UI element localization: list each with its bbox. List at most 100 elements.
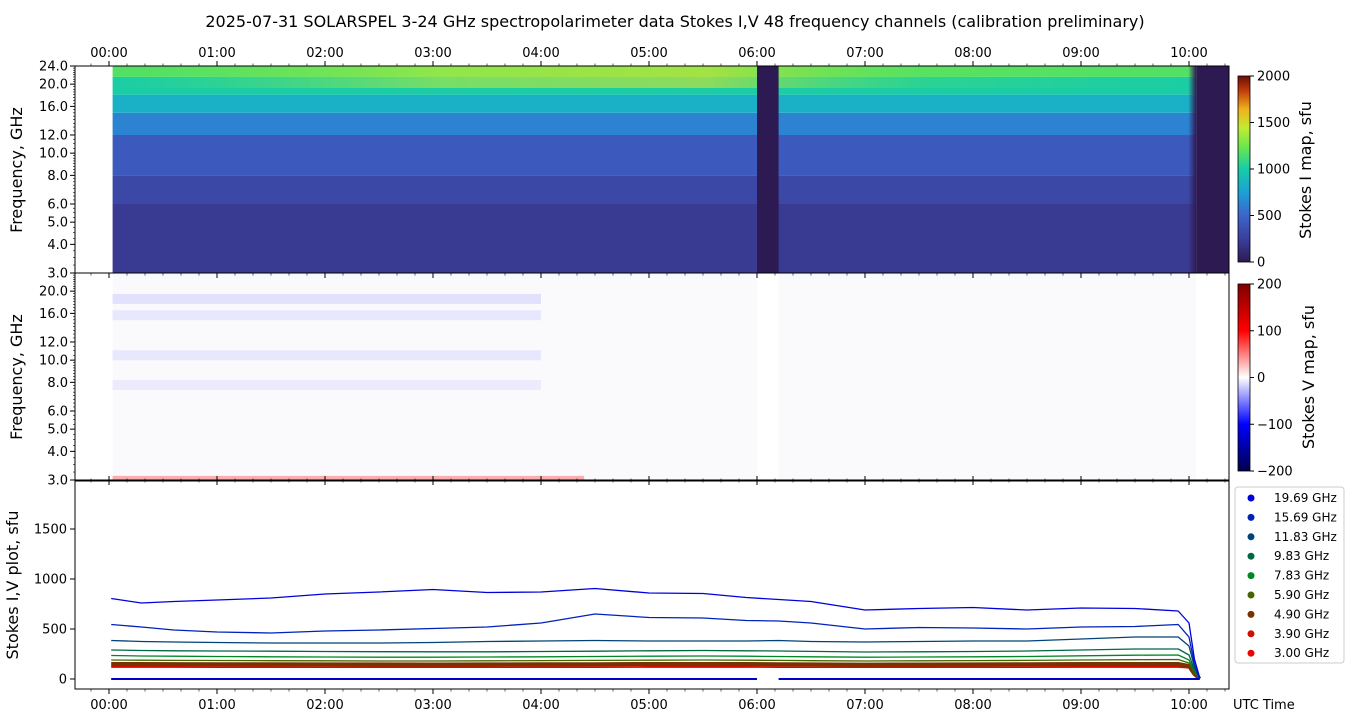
- colorbar-tick-label: 2000: [1257, 70, 1290, 85]
- stokes-i-frequency-axis: 3.0 4.0 5.0 6.0 8.0 10.0 12.0 16.0 20.0 24.0: [39, 60, 75, 282]
- chart-legend: 19.69 GHz 15.69 GHz 11.83 GHz 9.83 GHz 7.83 …: [1234, 486, 1345, 664]
- legend-marker: [1247, 552, 1255, 560]
- time-tick-label: 06:00: [738, 46, 775, 61]
- legend-label: 19.69 GHz: [1274, 491, 1337, 505]
- frequency-tick-label: 3.0: [47, 267, 68, 282]
- stokes-i-colorbar: 0 500 1000 1500 2000 Stokes I map, sfu: [1237, 70, 1315, 271]
- time-tick-label: 07:00: [846, 698, 883, 713]
- stokes-v-band-4: [112, 475, 585, 480]
- legend-marker: [1247, 630, 1255, 638]
- time-tick-label: 09:00: [1062, 698, 1099, 713]
- time-tick-label: 06:00: [738, 698, 775, 713]
- stokes-i-high-frequency-glow: [112, 66, 1197, 88]
- stokes-i-band-1: [112, 175, 1197, 204]
- colorbar-tick-label: 0: [1257, 256, 1265, 271]
- frequency-tick-label: 6.0: [47, 405, 68, 420]
- time-tick-label: 05:00: [630, 698, 667, 713]
- stokes-i-band-4: [112, 94, 1197, 113]
- time-tick-label: 01:00: [198, 46, 235, 61]
- frequency-tick-label: 12.0: [39, 336, 68, 351]
- legend-marker: [1247, 494, 1255, 502]
- stokes-iv-plot-lines: [111, 587, 1202, 681]
- legend-label: 3.00 GHz: [1274, 646, 1329, 660]
- stokes-v-background-tint: [112, 273, 1197, 480]
- frequency-tick-label: 5.0: [47, 216, 68, 231]
- stokes-i-after-end: [1196, 66, 1229, 273]
- series-line-3-00-GHz: [111, 666, 1201, 679]
- series-line-5-90-GHz: [111, 658, 1201, 680]
- colorbar-tick-label: 500: [1257, 209, 1282, 224]
- time-tick-label: 10:00: [1170, 698, 1207, 713]
- frequency-tick-label: 12.0: [39, 129, 68, 144]
- colorbar-tick-label: 1500: [1257, 116, 1290, 131]
- stokes-v-band-1: [112, 310, 541, 321]
- colorbar-tick-label: 0: [1257, 371, 1265, 386]
- stokes-v-map-heatmap: [112, 273, 1197, 480]
- series-line-15-69-GHz: [111, 613, 1201, 679]
- stokes-iv-y-axis-label: Stokes I,V plot, sfu: [3, 511, 22, 660]
- stokes-v-map-background: [75, 273, 1229, 480]
- time-tick-label: 09:00: [1062, 46, 1099, 61]
- stokes-i-colorbar-ticks: 0 500 1000 1500 2000: [1250, 70, 1290, 271]
- legend-marker: [1247, 572, 1255, 580]
- frequency-tick-label: 20.0: [39, 285, 68, 300]
- frequency-tick-label: 6.0: [47, 198, 68, 213]
- legend-label: 9.83 GHz: [1274, 549, 1329, 563]
- time-tick-label: 10:00: [1170, 46, 1207, 61]
- time-tick-label: 03:00: [414, 698, 451, 713]
- time-tick-label: 01:00: [198, 698, 235, 713]
- colorbar-tick-label: −200: [1257, 465, 1293, 480]
- stokes-i-y-axis-label: Frequency, GHz: [7, 107, 26, 233]
- chart-title: 2025-07-31 SOLARSPEL 3-24 GHz spectropol…: [205, 12, 1144, 31]
- stokes-v-colorbar-gradient: [1237, 283, 1251, 472]
- frequency-tick-label: 24.0: [39, 60, 68, 75]
- stokes-iv-y-tick-label: 1000: [34, 573, 67, 588]
- legend-label: 5.90 GHz: [1274, 588, 1329, 602]
- stokes-iv-time-axis: 00:00 01:00 02:00 03:00 04:00 05:00 06:00 07:00…: [90, 61, 1226, 713]
- stokes-i-band-0: [112, 204, 1197, 273]
- legend-marker: [1247, 533, 1255, 541]
- stokes-v-colorbar: −200 −100 0 100 200 Stokes V map, sfu: [1237, 278, 1318, 480]
- stokes-v-colorbar-label: Stokes V map, sfu: [1299, 305, 1318, 449]
- frequency-tick-label: 4.0: [47, 238, 68, 253]
- time-tick-label: 03:00: [414, 46, 451, 61]
- legend-box: [1234, 486, 1345, 664]
- stokes-iv-y-tick-label: 0: [59, 673, 67, 688]
- stokes-i-map-panel: 00:00 01:00 02:00 03:00 04:00 05:00 06:00 07:00…: [7, 46, 1230, 282]
- stokes-i-colorbar-gradient: [1237, 75, 1251, 263]
- time-tick-label: 08:00: [954, 46, 991, 61]
- stokes-iv-plot-frame: [74, 480, 1230, 690]
- stokes-v-band-0: [112, 293, 541, 304]
- frequency-tick-label: 8.0: [47, 169, 68, 184]
- legend-label: 7.83 GHz: [1274, 569, 1329, 583]
- stokes-i-band-2: [112, 135, 1197, 176]
- stokes-iv-plot-panel: 00:00 01:00 02:00 03:00 04:00 05:00 06:00 07:00…: [3, 61, 1295, 713]
- series-line-4-90-GHz: [111, 662, 1202, 681]
- stokes-i-time-axis-top: 00:00 01:00 02:00 03:00 04:00 05:00 06:00 07:00…: [90, 46, 1208, 66]
- frequency-tick-label: 10.0: [39, 147, 68, 162]
- colorbar-tick-label: 1000: [1257, 163, 1290, 178]
- stokes-iv-y-tick-label: 500: [42, 623, 67, 638]
- frequency-tick-label: 16.0: [39, 307, 68, 322]
- legend-label: 15.69 GHz: [1274, 510, 1337, 524]
- time-tick-label: 07:00: [846, 46, 883, 61]
- time-tick-label: 02:00: [306, 698, 343, 713]
- stokes-v-colorbar-ticks: −200 −100 0 100 200: [1250, 278, 1293, 480]
- stokes-v-data-gap: [757, 273, 779, 480]
- legend-items: 19.69 GHz 15.69 GHz 11.83 GHz 9.83 GHz 7.83 …: [1247, 491, 1337, 660]
- frequency-tick-label: 16.0: [39, 100, 68, 115]
- stokes-v-band-3: [112, 379, 541, 390]
- stokes-i-map-heatmap: [112, 66, 1229, 273]
- stokes-iv-x-axis-label: UTC Time: [1233, 698, 1295, 713]
- frequency-tick-label: 20.0: [39, 78, 68, 93]
- time-tick-label: 00:00: [90, 46, 127, 61]
- legend-marker: [1247, 649, 1255, 657]
- legend-marker: [1247, 513, 1255, 521]
- stokes-i-data-gap: [757, 66, 779, 273]
- frequency-tick-label: 4.0: [47, 445, 68, 460]
- series-line-19-69-GHz: [111, 587, 1201, 679]
- stokes-i-colorbar-label: Stokes I map, sfu: [1296, 101, 1315, 239]
- stokes-v-y-axis-label: Frequency, GHz: [7, 314, 26, 440]
- stokes-v-band-2: [112, 350, 541, 361]
